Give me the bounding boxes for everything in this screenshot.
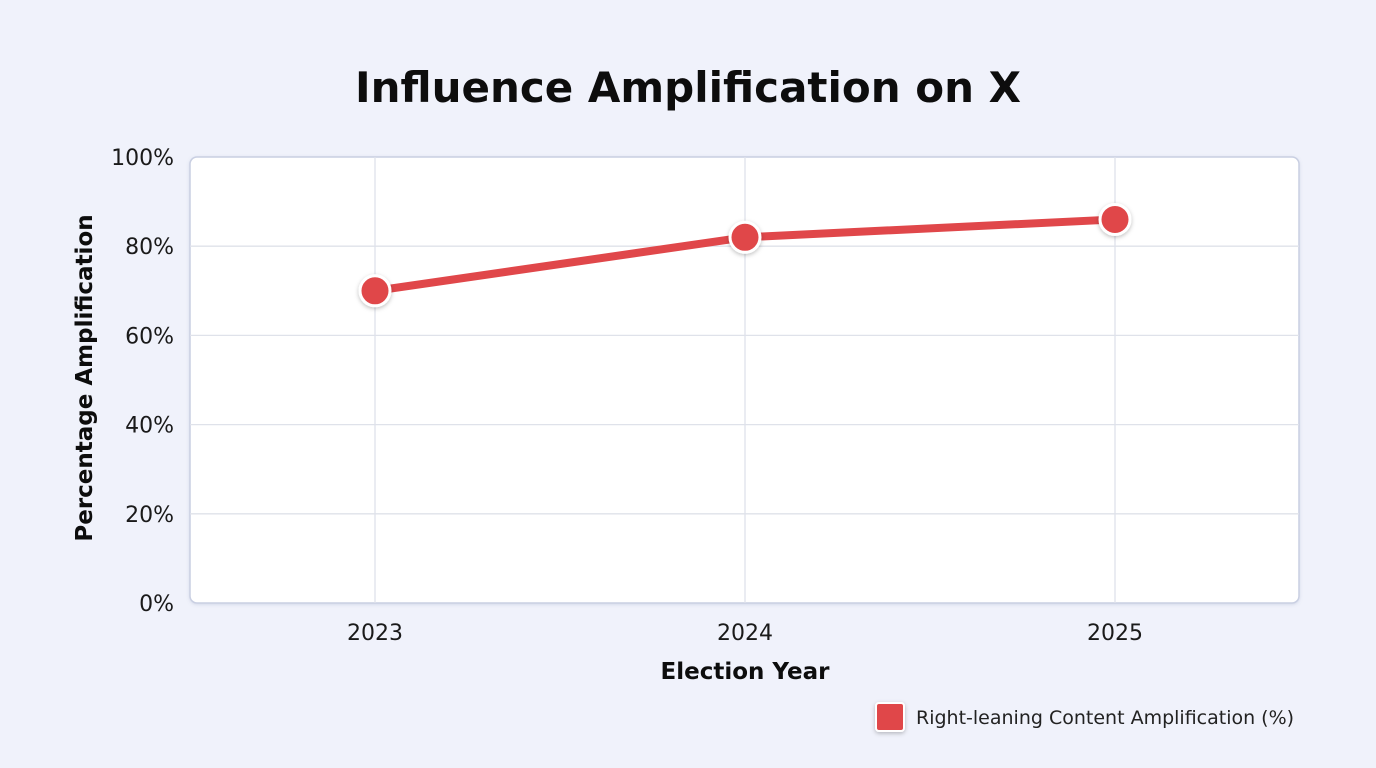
x-axis-ticks: 2023 2024 2025 <box>347 621 1143 646</box>
x-tick-label: 2023 <box>347 621 403 646</box>
y-tick-label: 40% <box>125 414 174 439</box>
y-tick-label: 80% <box>125 235 174 260</box>
data-point[interactable] <box>358 274 392 308</box>
legend-label: Right-leaning Content Amplification (%) <box>916 707 1294 729</box>
data-point[interactable] <box>1098 202 1132 236</box>
y-tick-label: 100% <box>111 146 174 171</box>
chart-title: Influence Amplification on X <box>355 63 1021 112</box>
legend: Right-leaning Content Amplification (%) <box>875 702 1294 732</box>
legend-swatch <box>875 702 905 732</box>
x-axis-title: Election Year <box>661 659 831 685</box>
y-axis-title: Percentage Amplification <box>72 214 98 541</box>
series-layer <box>358 202 1132 308</box>
y-tick-label: 20% <box>125 503 174 528</box>
x-tick-label: 2024 <box>717 621 773 646</box>
y-tick-label: 60% <box>125 324 174 349</box>
data-point[interactable] <box>728 220 762 254</box>
y-axis-ticks: 0% 20% 40% 60% 80% 100% <box>111 146 174 617</box>
y-tick-label: 0% <box>139 592 174 617</box>
x-tick-label: 2025 <box>1087 621 1143 646</box>
